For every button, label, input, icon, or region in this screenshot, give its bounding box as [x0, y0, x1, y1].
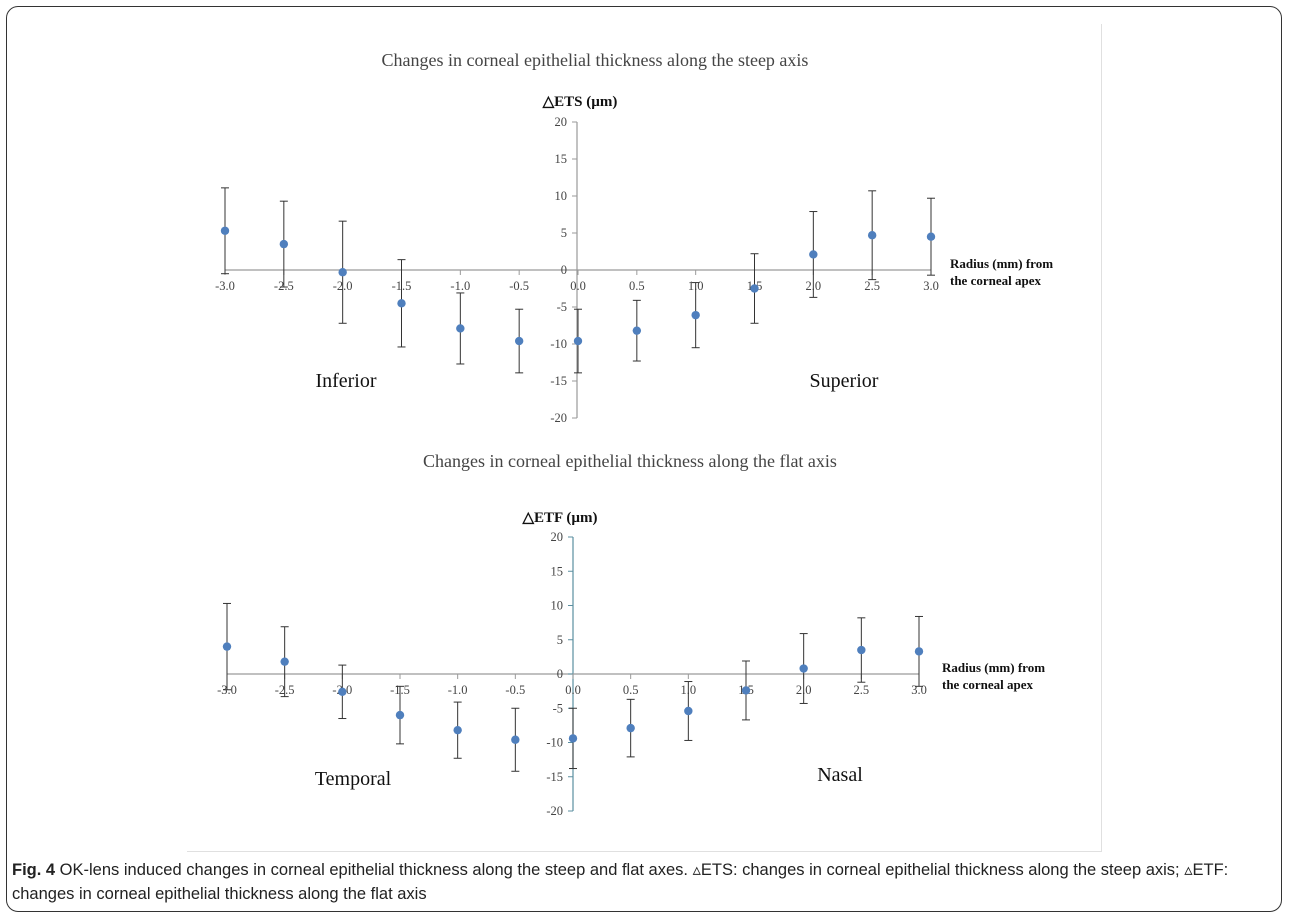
y-tick-label: -15: [546, 770, 563, 784]
x-tick-label: 0.5: [629, 279, 645, 293]
y-tick-label: 0: [561, 263, 567, 277]
y-tick-label: 5: [561, 226, 567, 240]
y-tick-label: -5: [557, 300, 567, 314]
figure-caption: Fig. 4 OK-lens induced changes in cornea…: [12, 858, 1274, 906]
data-point: [280, 657, 289, 666]
y-tick-label: 10: [551, 599, 564, 613]
data-point: [857, 645, 866, 655]
x-tick-label: 0.0: [570, 279, 586, 293]
x-tick-label: 0.0: [565, 683, 581, 697]
x-tick-label: -3.0: [215, 279, 235, 293]
y-tick-label: 5: [557, 633, 563, 647]
region-label-temporal: Temporal: [315, 768, 392, 790]
data-point: [456, 324, 465, 333]
data-point: [279, 239, 289, 249]
y-tick-label: -10: [550, 337, 567, 351]
data-point: [867, 231, 877, 240]
data-point: [741, 686, 751, 695]
steep-axis-chart: Changes in corneal epithelial thickness …: [215, 50, 1053, 425]
data-point: [514, 336, 524, 346]
figure-frame: [6, 6, 1282, 912]
y-tick-label: 15: [555, 152, 568, 166]
data-point: [511, 735, 520, 744]
data-point: [799, 664, 808, 673]
data-point: [926, 232, 936, 241]
x-tick-label: -0.5: [509, 279, 529, 293]
data-point: [750, 284, 759, 293]
y-tick-label: 10: [555, 189, 568, 203]
y-tick-label: 20: [555, 115, 568, 129]
x-axis-title-line1: Radius (mm) from: [942, 660, 1045, 675]
y-tick-label: 15: [551, 564, 564, 578]
data-point: [338, 268, 347, 277]
data-point: [626, 723, 635, 733]
region-label-inferior: Inferior: [315, 370, 376, 392]
x-tick-label: -1.0: [448, 683, 468, 697]
y-tick-label: 0: [557, 667, 563, 681]
y-axis-title: △ETS (µm): [542, 94, 618, 110]
x-axis-title-line1: Radius (mm) from: [950, 256, 1053, 271]
x-axis-title-line2: the corneal apex: [942, 677, 1033, 692]
x-tick-label: -0.5: [505, 683, 525, 697]
y-tick-label: -15: [550, 374, 567, 388]
x-tick-label: 3.0: [923, 279, 939, 293]
data-point: [691, 310, 700, 320]
caption-text: OK-lens induced changes in corneal epith…: [12, 861, 1229, 903]
x-axis-title-line2: the corneal apex: [950, 273, 1041, 288]
y-tick-label: 20: [551, 530, 564, 544]
chart-title: Changes in corneal epithelial thickness …: [382, 50, 809, 70]
y-tick-label: -20: [550, 411, 567, 425]
data-point: [914, 647, 924, 656]
x-tick-label: 2.5: [854, 683, 870, 697]
flat-axis-chart: Changes in corneal epithelial thickness …: [217, 451, 1045, 818]
data-point: [684, 706, 693, 716]
region-label-nasal: Nasal: [817, 764, 863, 786]
data-point: [568, 734, 578, 743]
data-point: [395, 710, 405, 720]
caption-figure-label: Fig. 4: [12, 861, 56, 879]
data-point: [397, 299, 406, 308]
x-tick-label: 2.5: [864, 279, 880, 293]
data-point: [632, 326, 642, 335]
data-point: [220, 226, 230, 235]
y-tick-label: -10: [546, 736, 563, 750]
data-point: [573, 336, 583, 346]
plot-area: [187, 24, 1102, 852]
y-tick-label: -5: [553, 701, 563, 715]
y-tick-label: -20: [546, 804, 563, 818]
x-tick-label: -1.0: [450, 279, 470, 293]
region-label-superior: Superior: [810, 370, 879, 392]
y-axis-title: △ETF (µm): [521, 510, 597, 526]
data-point: [809, 250, 818, 259]
data-point: [222, 642, 232, 651]
chart-title: Changes in corneal epithelial thickness …: [423, 451, 837, 471]
data-point: [453, 725, 462, 735]
x-tick-label: 0.5: [623, 683, 639, 697]
data-point: [338, 687, 347, 697]
